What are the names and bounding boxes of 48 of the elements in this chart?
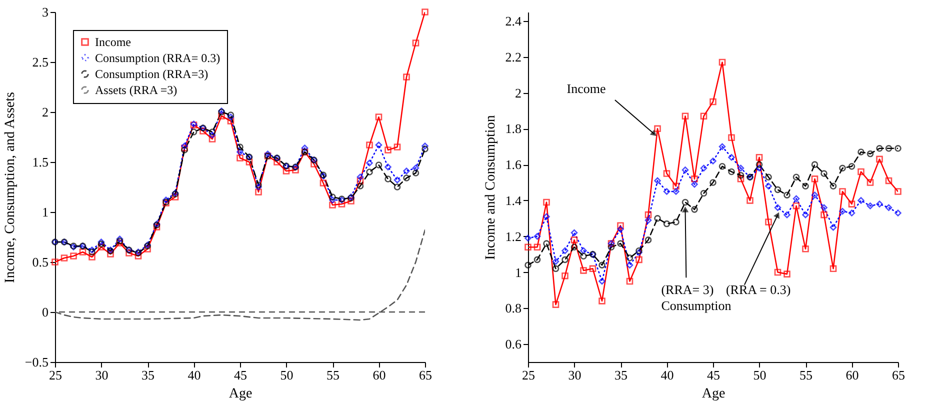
x-tick-label: 55 (326, 368, 340, 382)
x-tick-label: 65 (419, 368, 432, 382)
x-tick-label: 35 (614, 368, 628, 382)
y-tick-label: 1.8 (505, 121, 522, 136)
x-tick-label: 25 (522, 368, 535, 382)
legend-label: Consumption (RRA= 0.3) (95, 51, 220, 65)
x-tick-label: 30 (95, 368, 108, 382)
x-axis-title: Age (702, 386, 726, 402)
legend-label: Income (95, 35, 131, 49)
x-tick-label: 65 (892, 368, 905, 382)
y-tick-label: 0.6 (505, 336, 522, 352)
x-tick-label: 60 (372, 368, 386, 382)
x-tick-label: 60 (846, 368, 859, 382)
x-tick-label: 55 (800, 368, 812, 382)
y-tick-label: 2.5 (32, 54, 48, 70)
x-tick-label: 40 (660, 368, 674, 382)
y-tick-label: 0.8 (505, 300, 522, 316)
y-tick-label: 2 (42, 104, 48, 120)
y-tick-label: 0.5 (32, 254, 48, 270)
x-tick-label: 25 (49, 368, 62, 382)
x-tick-label: 45 (234, 368, 247, 382)
y-tick-label: 0 (42, 304, 48, 320)
y-tick-label: 2.2 (505, 49, 522, 64)
y-tick-label: 1.4 (505, 192, 522, 208)
x-tick-label: 45 (707, 368, 720, 382)
y-tick-label: 1 (515, 264, 522, 280)
y-tick-label: 3 (42, 4, 48, 20)
y-tick-label: 2.4 (505, 13, 522, 28)
annotation: (RRA= 3) (661, 282, 714, 297)
y-tick-label: 1.6 (505, 157, 522, 172)
x-tick-label: 50 (753, 368, 766, 382)
y-tick-label: −0.5 (24, 354, 48, 370)
x-axis-title: Age (228, 386, 252, 402)
y-tick-label: 1 (42, 204, 48, 220)
x-tick-label: 50 (280, 368, 294, 382)
y-tick-label: 1.5 (32, 154, 48, 170)
y-tick-label: 2 (515, 85, 522, 100)
annotation: Consumption (661, 298, 732, 313)
x-tick-label: 30 (568, 368, 582, 382)
annotation: Income (566, 80, 606, 96)
y-axis-title: Income, Consumption, and Assets (2, 92, 18, 283)
legend-label: Assets (RRA =3) (95, 83, 178, 97)
y-axis-title: Income and Consumption (483, 115, 498, 260)
x-tick-label: 40 (188, 368, 201, 382)
y-tick-label: 1.2 (505, 228, 522, 244)
annotation: (RRA = 0.3) (726, 282, 791, 297)
legend-label: Consumption (RRA=3) (95, 67, 208, 81)
x-tick-label: 35 (142, 368, 154, 382)
